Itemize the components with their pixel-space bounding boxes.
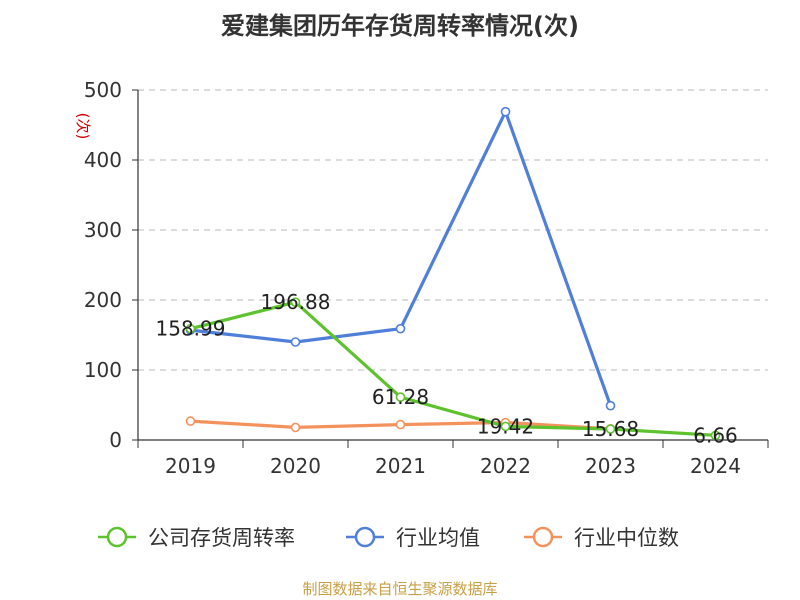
- y-tick-label: 100: [84, 358, 122, 382]
- data-label: 158.99: [156, 317, 226, 341]
- data-point: [395, 392, 406, 402]
- x-tick-label: 2019: [165, 454, 216, 478]
- legend-label: 行业均值: [396, 526, 480, 550]
- data-point: [395, 323, 406, 334]
- data-point: [500, 106, 511, 117]
- x-tick-label: 2020: [270, 454, 321, 478]
- source-note: 制图数据来自恒生聚源数据库: [302, 580, 498, 598]
- legend-swatch-marker: [532, 526, 554, 548]
- y-tick-label: 0: [109, 428, 122, 452]
- x-tick-label: 2024: [690, 454, 741, 478]
- series-line-1: [190, 110, 613, 407]
- data-point: [395, 419, 406, 430]
- data-point: [185, 323, 196, 334]
- legend-swatch-marker: [106, 526, 128, 548]
- y-axis-unit: (次): [74, 113, 92, 140]
- data-label: 196.88: [261, 290, 331, 314]
- y-tick-label: 200: [84, 288, 122, 312]
- data-point: [710, 430, 721, 441]
- data-point: [605, 424, 616, 434]
- legend-label: 公司存货周转率: [148, 526, 295, 550]
- y-tick-label: 400: [84, 148, 122, 172]
- data-point: [605, 400, 616, 411]
- y-tick-label: 500: [84, 78, 122, 102]
- data-label: 19.42: [477, 414, 534, 438]
- chart-title: 爱建集团历年存货周转率情况(次): [221, 12, 579, 40]
- data-label: 15.68: [582, 417, 639, 441]
- legend-label: 行业中位数: [574, 526, 679, 550]
- data-point: [185, 416, 196, 426]
- x-tick-label: 2023: [585, 454, 636, 478]
- data-point: [290, 337, 301, 347]
- data-label: 6.66: [693, 423, 738, 447]
- series-line-0: [190, 300, 716, 437]
- data-point: [290, 297, 301, 307]
- data-point: [500, 421, 511, 432]
- legend-swatch-marker: [354, 526, 376, 548]
- data-point: [290, 422, 301, 433]
- data-label: 61.28: [372, 385, 429, 409]
- y-tick-label: 300: [84, 218, 122, 242]
- x-tick-label: 2022: [480, 454, 531, 478]
- x-tick-label: 2021: [375, 454, 426, 478]
